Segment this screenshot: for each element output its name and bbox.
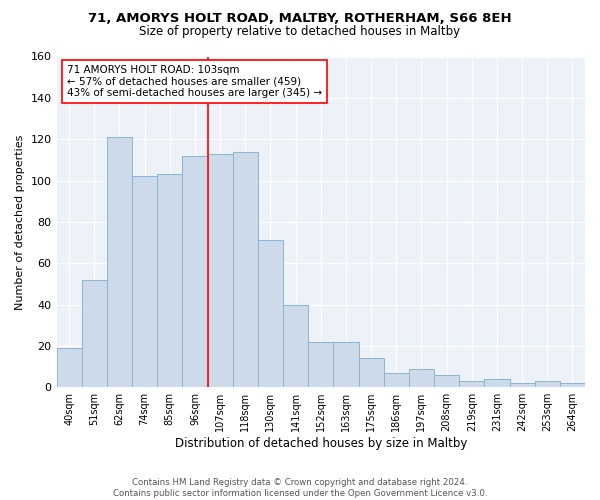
Bar bbox=[459, 381, 484, 387]
Bar bbox=[560, 383, 585, 387]
X-axis label: Distribution of detached houses by size in Maltby: Distribution of detached houses by size … bbox=[175, 437, 467, 450]
Y-axis label: Number of detached properties: Number of detached properties bbox=[15, 134, 25, 310]
Bar bbox=[359, 358, 383, 387]
Text: 71, AMORYS HOLT ROAD, MALTBY, ROTHERHAM, S66 8EH: 71, AMORYS HOLT ROAD, MALTBY, ROTHERHAM,… bbox=[88, 12, 512, 26]
Bar bbox=[82, 280, 107, 387]
Bar bbox=[509, 383, 535, 387]
Bar bbox=[283, 304, 308, 387]
Bar bbox=[208, 154, 233, 387]
Bar bbox=[484, 379, 509, 387]
Text: 71 AMORYS HOLT ROAD: 103sqm
← 57% of detached houses are smaller (459)
43% of se: 71 AMORYS HOLT ROAD: 103sqm ← 57% of det… bbox=[67, 65, 322, 98]
Bar bbox=[308, 342, 334, 387]
Bar bbox=[383, 372, 409, 387]
Bar bbox=[132, 176, 157, 387]
Bar bbox=[182, 156, 208, 387]
Bar bbox=[258, 240, 283, 387]
Bar bbox=[233, 152, 258, 387]
Bar bbox=[157, 174, 182, 387]
Text: Contains HM Land Registry data © Crown copyright and database right 2024.
Contai: Contains HM Land Registry data © Crown c… bbox=[113, 478, 487, 498]
Bar bbox=[434, 375, 459, 387]
Text: Size of property relative to detached houses in Maltby: Size of property relative to detached ho… bbox=[139, 25, 461, 38]
Bar bbox=[409, 368, 434, 387]
Bar bbox=[334, 342, 359, 387]
Bar bbox=[535, 381, 560, 387]
Bar bbox=[56, 348, 82, 387]
Bar bbox=[107, 137, 132, 387]
